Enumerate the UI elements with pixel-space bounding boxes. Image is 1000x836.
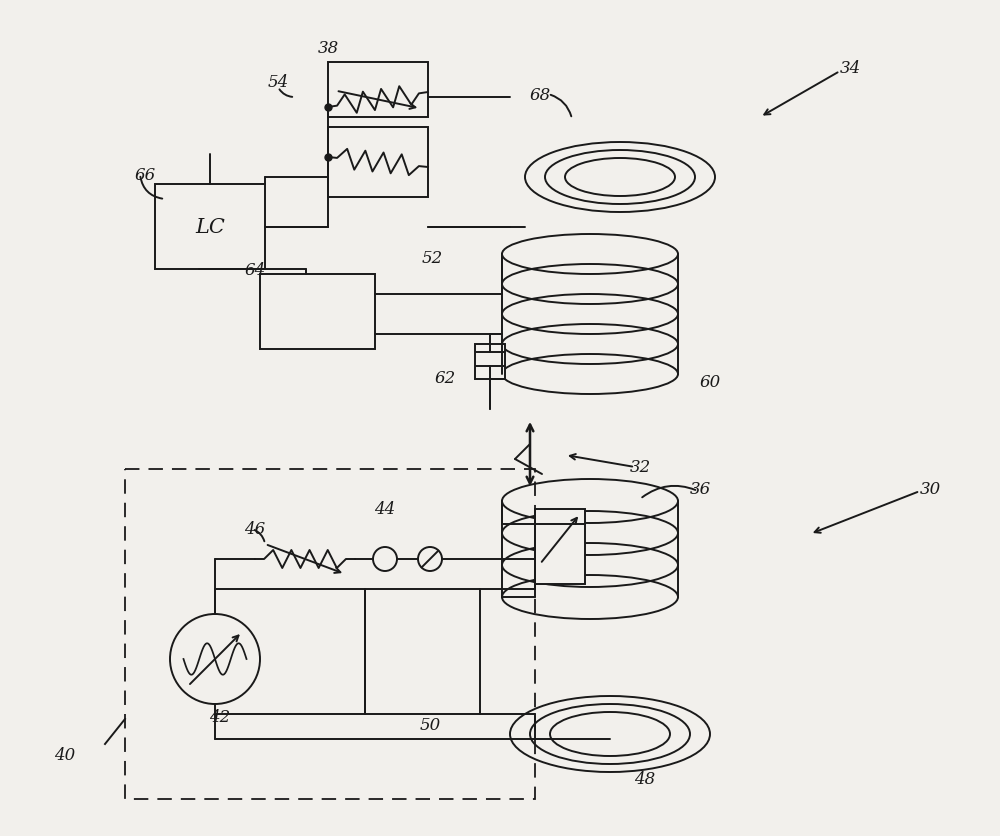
Text: 38: 38 [317,39,339,57]
Text: 62: 62 [434,369,456,386]
Bar [535,509,585,584]
Text: 34: 34 [839,59,861,76]
Bar [125,470,535,799]
Text: 32: 32 [629,459,651,476]
Bar [155,185,265,270]
Bar [475,344,505,380]
Bar [328,63,428,118]
Text: 48: 48 [634,771,656,788]
Text: 64: 64 [244,261,266,278]
Text: 66: 66 [134,166,156,183]
Text: 68: 68 [529,86,551,104]
Text: 30: 30 [919,481,941,498]
Text: 36: 36 [689,481,711,498]
Text: 40: 40 [54,746,76,762]
Text: 42: 42 [209,709,231,726]
Text: 50: 50 [419,716,441,732]
Text: 60: 60 [699,373,721,390]
Bar [365,589,480,714]
Text: 44: 44 [374,501,396,517]
Text: 54: 54 [267,74,289,90]
Bar [260,275,375,349]
Text: LC: LC [195,217,225,237]
Text: 46: 46 [244,521,266,538]
Text: 52: 52 [421,249,443,266]
Bar [328,128,428,198]
